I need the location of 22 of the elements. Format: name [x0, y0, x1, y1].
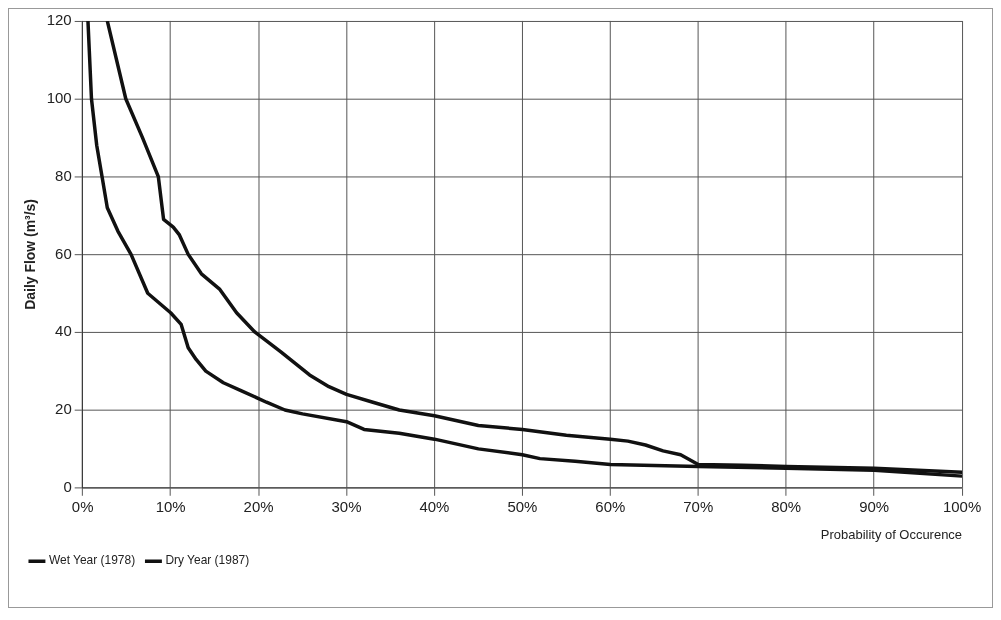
- y-axis-title: Daily Flow (m³/s): [22, 198, 39, 310]
- x-tick-label: 40%: [419, 497, 450, 515]
- x-tick-label: 20%: [243, 497, 274, 515]
- x-tick-label: 30%: [331, 497, 362, 515]
- x-axis-title: Probability of Occurence: [820, 527, 963, 542]
- x-tick-label: 60%: [595, 497, 626, 515]
- x-tick-label: 10%: [155, 497, 186, 515]
- y-tick-label: 20: [55, 400, 72, 418]
- x-tick-label: 80%: [771, 497, 802, 515]
- x-tick-label: 0%: [71, 497, 94, 515]
- y-tick-label: 120: [46, 11, 72, 29]
- legend-label: Dry Year (1987): [165, 553, 250, 568]
- x-tick-label: 50%: [507, 497, 538, 515]
- x-tick-label: 100%: [942, 497, 982, 515]
- x-tick-label: 70%: [683, 497, 714, 515]
- y-tick-label: 60: [55, 244, 72, 262]
- y-tick-label: 100: [46, 88, 72, 106]
- y-tick-label: 80: [55, 166, 72, 184]
- y-tick-label: 0: [63, 477, 72, 495]
- legend-label: Wet Year (1978): [48, 553, 136, 568]
- x-tick-label: 90%: [859, 497, 890, 515]
- y-tick-label: 40: [55, 322, 72, 340]
